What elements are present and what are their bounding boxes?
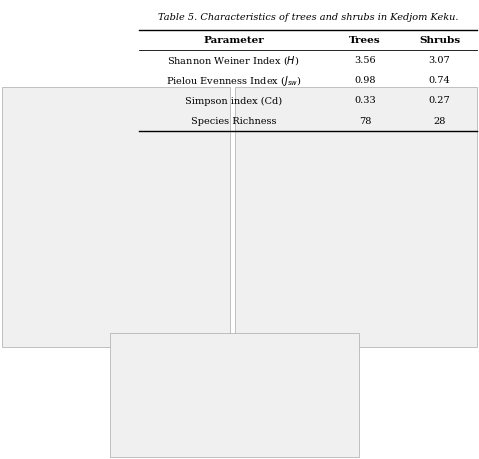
Text: 78: 78 [359,117,371,126]
Text: 0.27: 0.27 [429,96,450,106]
FancyBboxPatch shape [2,87,230,347]
Text: 3.07: 3.07 [429,56,450,65]
Text: 0.74: 0.74 [429,76,450,85]
Text: 0.98: 0.98 [354,76,376,85]
Text: Shannon Weiner Index ($H$): Shannon Weiner Index ($H$) [167,54,300,67]
Text: Shrubs: Shrubs [419,36,460,45]
FancyBboxPatch shape [110,333,359,457]
Text: Simpson index (Cd): Simpson index (Cd) [185,96,282,106]
Text: Parameter: Parameter [203,36,264,45]
Text: 3.56: 3.56 [354,56,376,65]
Text: Pielou Evenness Index ($J_{sw}$): Pielou Evenness Index ($J_{sw}$) [166,74,301,88]
Text: Trees: Trees [349,36,381,45]
Text: Table 5. Characteristics of trees and shrubs in Kedjom Keku.: Table 5. Characteristics of trees and sh… [158,12,458,22]
Text: 28: 28 [433,117,445,126]
Text: Species Richness: Species Richness [191,117,276,126]
FancyBboxPatch shape [235,87,477,347]
Text: 0.33: 0.33 [354,96,376,106]
